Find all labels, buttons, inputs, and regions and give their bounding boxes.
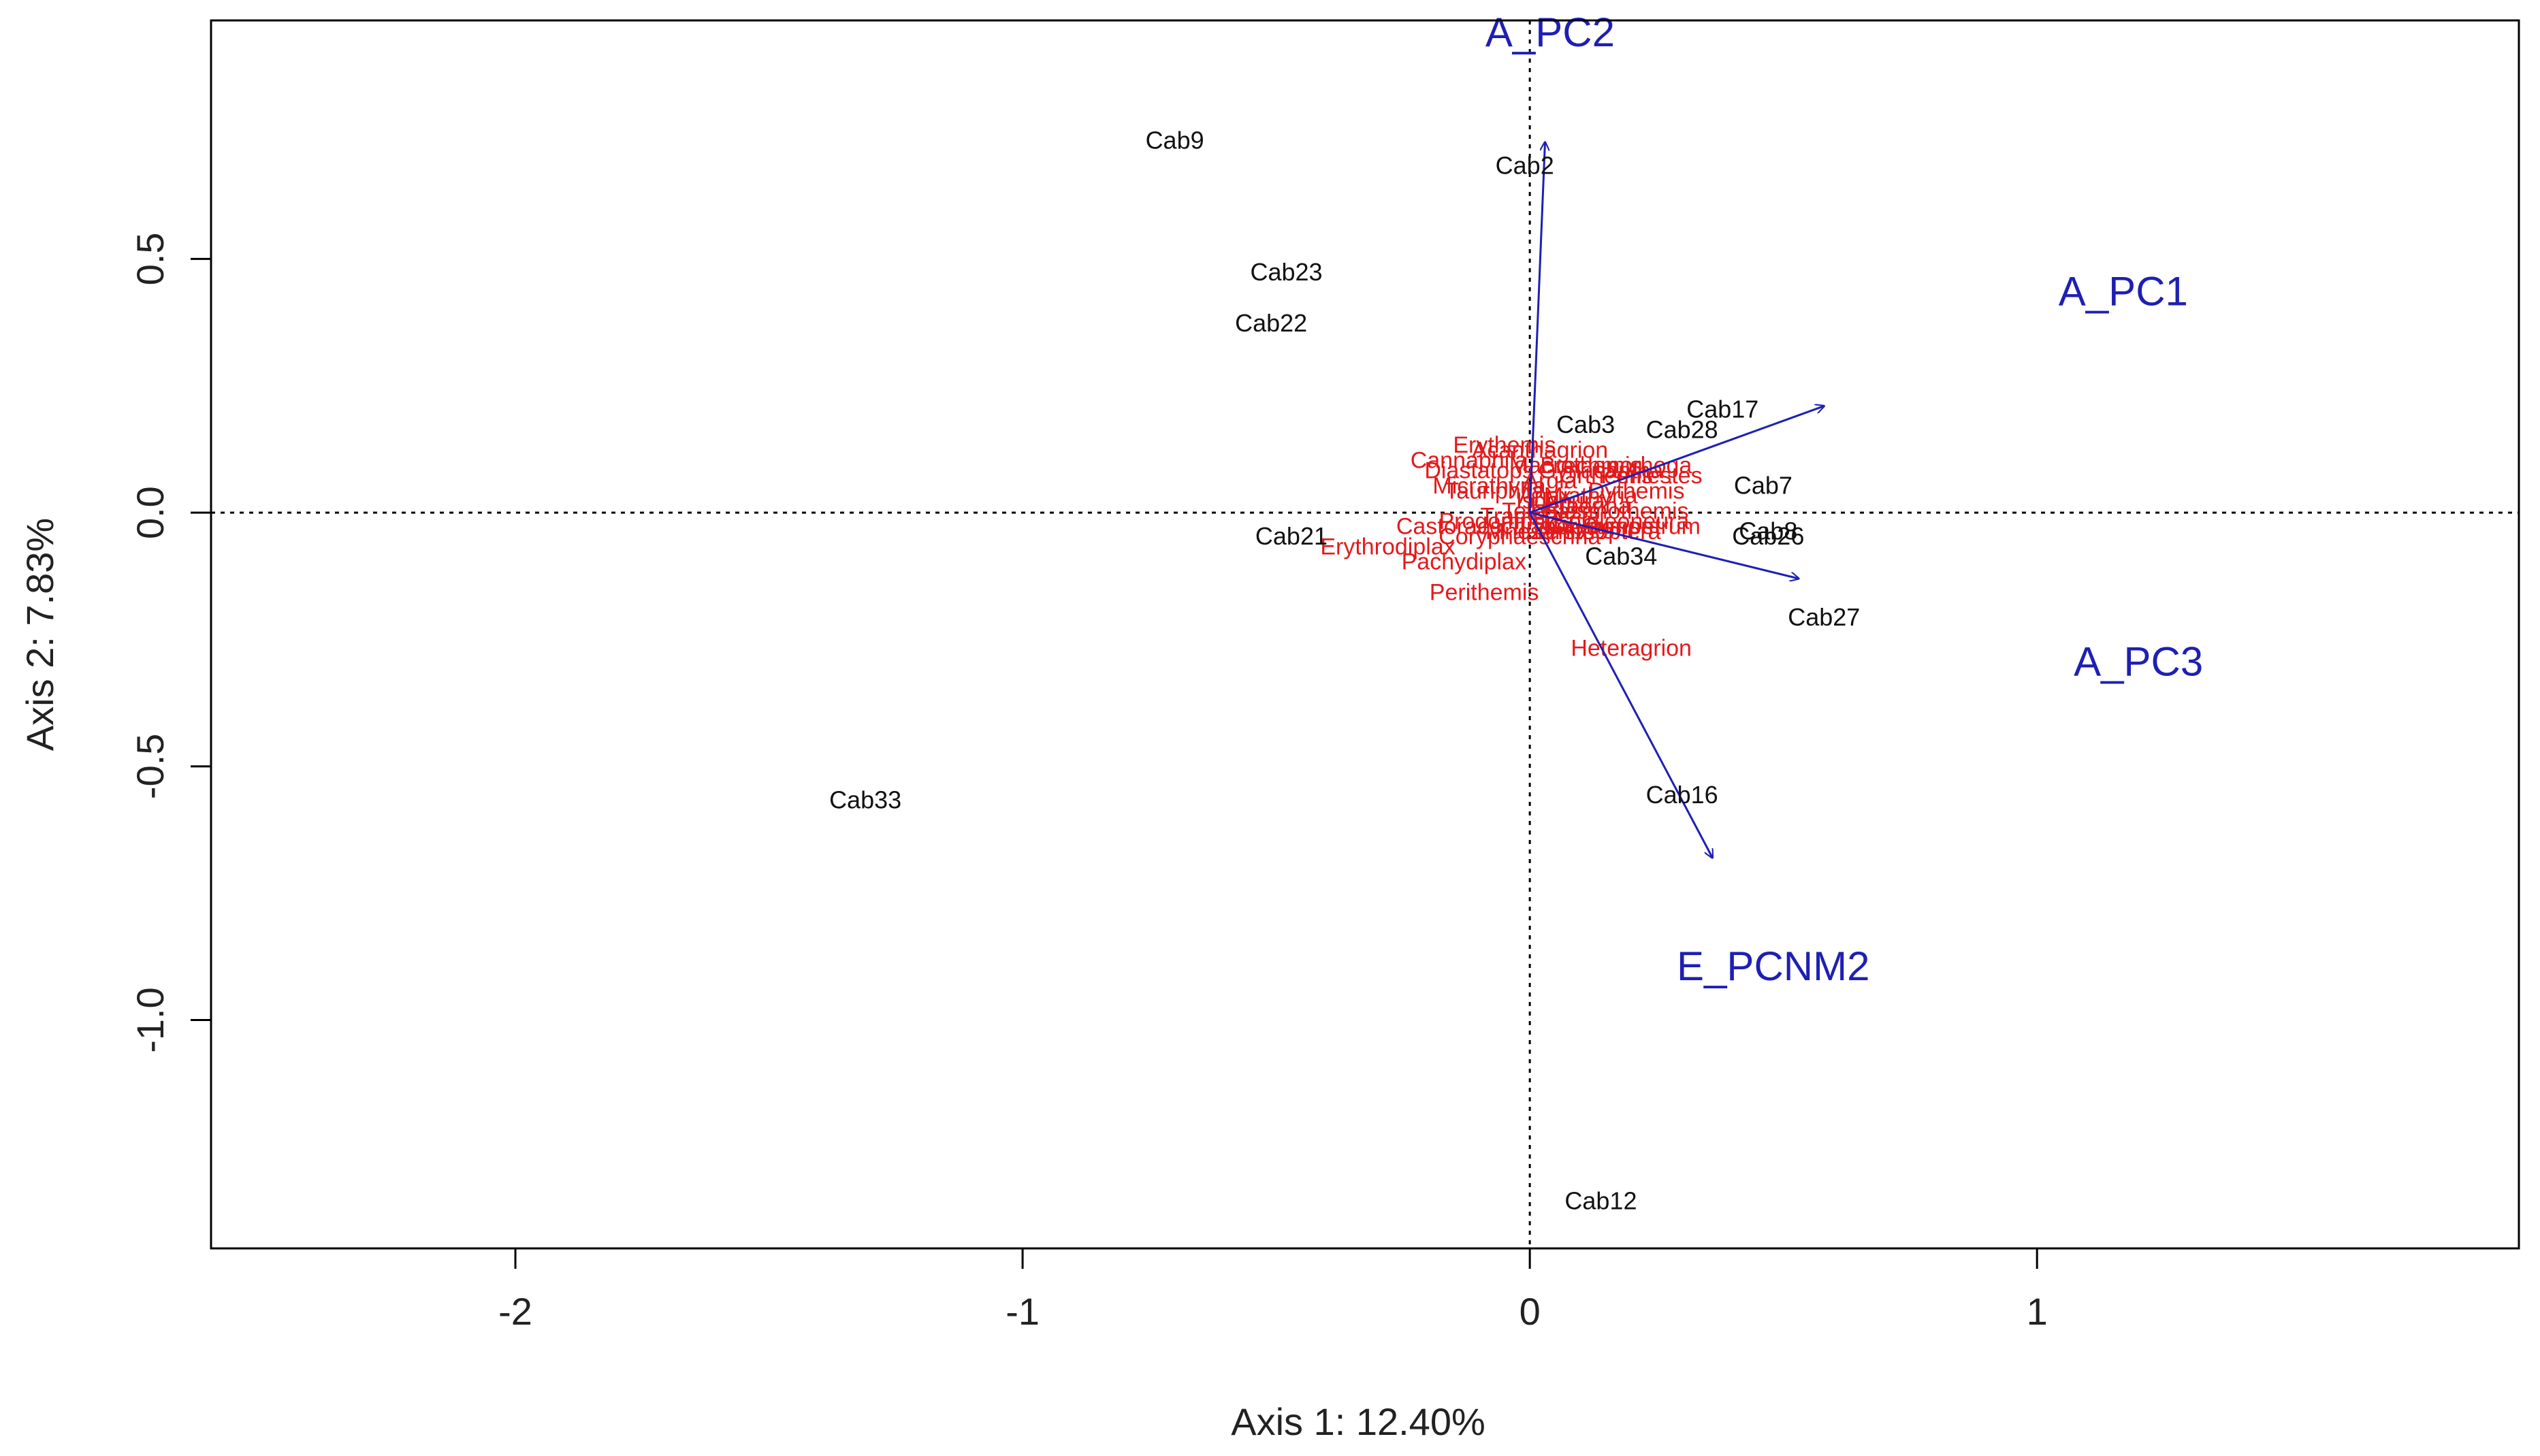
species-label: Epipleoneura	[1553, 508, 1689, 534]
y-tick-label: 0.0	[129, 486, 172, 539]
species-label: Pachydiplax	[1402, 549, 1526, 575]
site-label: Cab9	[1146, 126, 1204, 154]
site-label: Cab8	[1739, 517, 1797, 545]
site-label: Cab28	[1646, 415, 1718, 443]
x-tick-label: -2	[498, 1290, 532, 1333]
vector-label: E_PCNM2	[1677, 943, 1869, 989]
site-label: Cab33	[829, 786, 901, 814]
vector-arrow	[1528, 512, 1712, 858]
site-label: Cab12	[1564, 1186, 1637, 1214]
x-tick-label: 0	[1520, 1290, 1541, 1333]
species-label: Acanthagrion	[1472, 438, 1608, 464]
species-label: Perithemis	[1430, 579, 1539, 605]
species-label: Gynacantha	[1539, 457, 1663, 483]
species-label: Erythemis	[1453, 432, 1556, 458]
vector-arrow	[1528, 142, 1545, 513]
vector-label: A_PC1	[2059, 268, 2188, 314]
site-label: Cab27	[1788, 603, 1860, 631]
y-tick-label: -0.5	[129, 734, 172, 800]
species-label: Tauriphila	[1445, 478, 1544, 504]
species-label: Heteragrion	[1571, 635, 1692, 661]
species-label: Brechmorhoga	[1540, 453, 1692, 479]
species-label: Anax	[1519, 483, 1572, 509]
site-label: Cab7	[1734, 471, 1793, 499]
species-label: Micrathyria	[1432, 473, 1545, 499]
species-label: Telebasis	[1502, 498, 1598, 524]
species-label: Coryphaeschna	[1438, 523, 1601, 549]
y-axis-title: Axis 2: 7.83%	[18, 518, 61, 751]
axes: -2 -1 0 1 -1.0 -0.5 0.0 0.5	[129, 19, 2520, 1333]
species-label: Castoraeschna	[1396, 513, 1552, 539]
species-label: Sympetrum	[1582, 513, 1701, 539]
site-label: Cab16	[1646, 781, 1718, 809]
species-label: Dythemis	[1588, 478, 1685, 504]
x-tick-label: 1	[2027, 1290, 2048, 1333]
site-label: Cab22	[1235, 309, 1307, 337]
site-label: Cab21	[1255, 522, 1328, 550]
site-label: Cab3	[1556, 410, 1615, 438]
vector-label: A_PC2	[1485, 10, 1615, 55]
species-label: Cannaphila	[1411, 448, 1528, 474]
species-label: Miathyria	[1544, 483, 1638, 509]
x-tick-label: -1	[1006, 1290, 1040, 1333]
x-axis-title: Axis 1: 12.40%	[1231, 1400, 1485, 1443]
vector-arrow	[1529, 511, 1799, 579]
y-tick-label: -1.0	[129, 987, 172, 1053]
species-label: Erythrodiplax	[1320, 534, 1455, 560]
site-label: Cab26	[1732, 522, 1804, 550]
y-tick-label: 0.5	[129, 232, 172, 285]
environmental-vectors: A_PC2 A_PC1 A_PC3 E_PCNM2	[1485, 10, 2203, 989]
site-label: Cab34	[1585, 543, 1657, 570]
species-label: Progomphus	[1438, 508, 1570, 534]
site-label: Cab2	[1496, 152, 1554, 180]
species-label: Diastatops	[1424, 457, 1534, 483]
site-label: Cab17	[1686, 395, 1758, 423]
site-label: Cab23	[1250, 258, 1322, 286]
species-label: Perilestes	[1601, 463, 1702, 489]
species-label: Tholymis	[1529, 513, 1622, 539]
species-label: Elasmothemis	[1543, 498, 1689, 524]
reference-lines	[211, 20, 2519, 1248]
species-label: Oxyagrion	[1548, 513, 1654, 539]
vector-label: A_PC3	[2074, 639, 2203, 685]
plot-frame	[210, 19, 2520, 1250]
vector-arrow	[1529, 406, 1824, 514]
